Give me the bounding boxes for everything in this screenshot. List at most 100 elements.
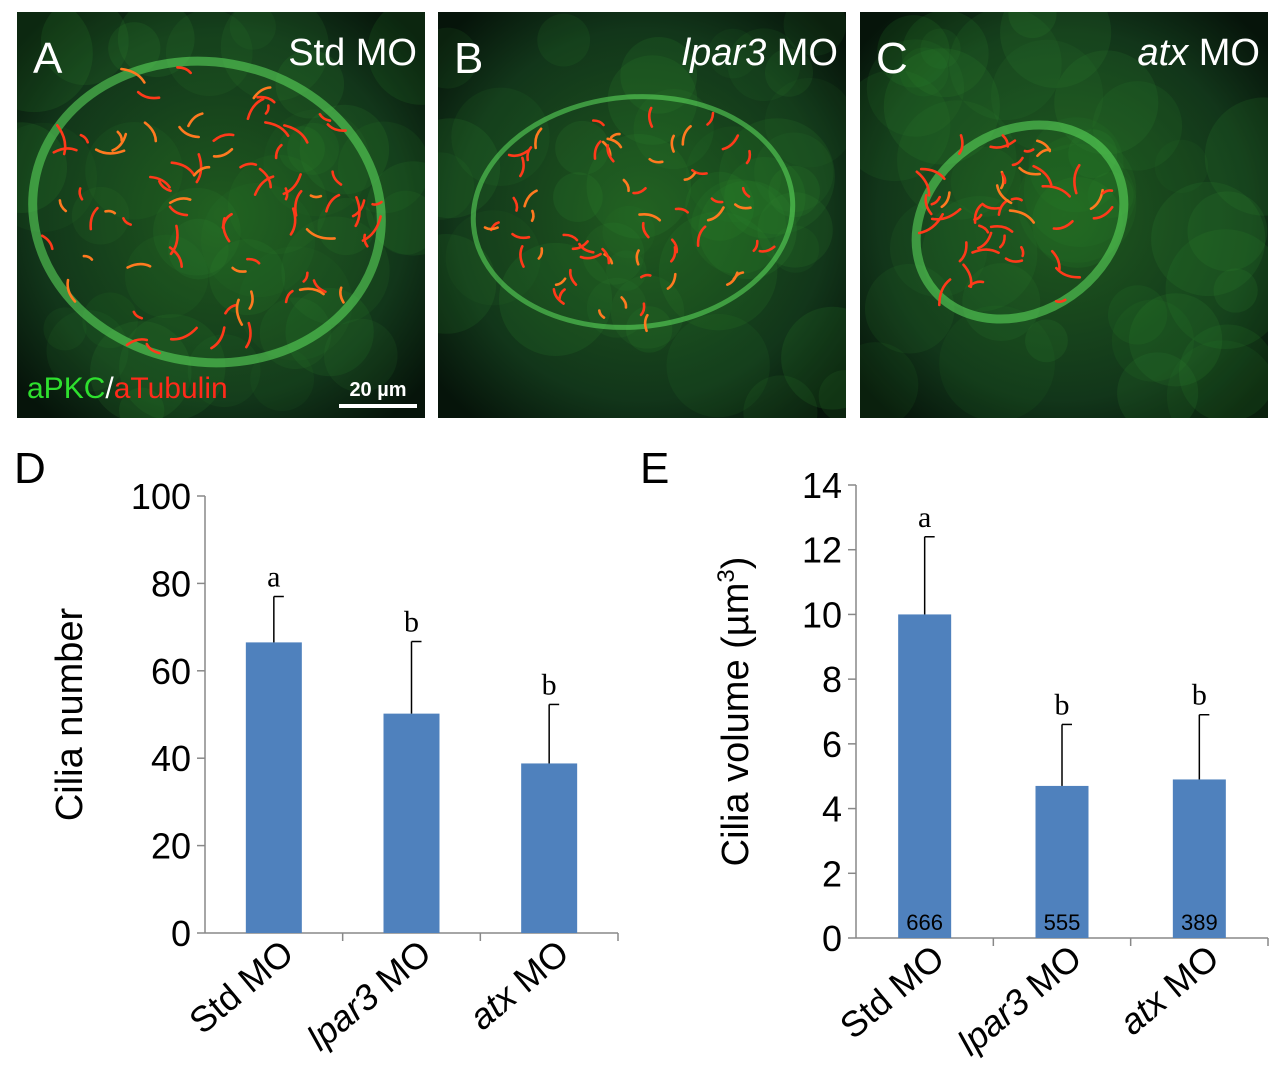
tissue-blob [43,307,87,351]
cilium [638,213,662,222]
tissue-blob [610,275,685,349]
cilium [601,247,611,265]
tissue-blob [724,156,806,239]
chart-e-bar [1172,779,1226,938]
tissue-blob [1008,12,1057,39]
cilium [758,245,776,253]
tissue-blob [165,12,253,97]
cilium [578,242,595,254]
panel-title-b-gene: lpar3 [681,32,767,74]
tissue-blob [1117,352,1199,418]
cilium [1004,257,1024,263]
cilium [246,257,261,265]
cilium [132,310,144,320]
tissue-blob [553,172,603,222]
micrograph-image-a [17,12,425,418]
cilium [606,137,623,149]
cilium [235,298,244,326]
cilium [212,133,235,142]
cilium [930,207,962,221]
tissue-blob [1107,285,1168,345]
chart-e-y-tick-label: 14 [802,465,842,506]
cilium [256,95,276,104]
cilium [519,245,525,268]
cilium [571,240,589,251]
tissue-blob [685,126,782,223]
tissue-blob [939,305,1055,418]
cilium [78,187,84,201]
cilium [519,156,525,178]
cilium [674,207,689,214]
chart-d-bar [383,713,440,933]
cilium [635,249,640,266]
tissue-blob [1017,143,1137,263]
tissue-blob [555,120,610,176]
tissue-blob [1028,117,1124,213]
cilium [609,132,621,139]
cilium [745,149,752,165]
chart-e-significance-label: b [1055,688,1070,721]
cilium [149,175,171,189]
tissue-blob [607,55,698,145]
chart-e-y-tick-label: 4 [822,789,842,830]
cilium [1011,156,1024,167]
tissue-blob [920,28,961,69]
tissue-blob [883,48,1000,165]
cilium [176,66,192,75]
cilium [917,213,944,235]
tissue-blob [899,47,949,97]
tissue-blob [586,277,647,338]
cilium [989,139,1017,149]
tissue-blob [168,218,229,280]
cilium [593,140,602,160]
cilium [706,111,715,126]
cilium [294,189,303,217]
vesicle-outline [911,120,1129,324]
cilium [264,104,270,115]
cilium [620,296,628,309]
cilium [523,189,538,208]
chart-d-y-label: Cilia number [49,608,91,822]
cilium [598,309,606,319]
tissue-blob [685,171,755,241]
tissue-blob [708,28,758,79]
cilium [670,134,675,153]
chart-e-significance-label: b [1192,679,1207,712]
stain-legend-red: aTubulin [113,372,228,405]
cilium [122,217,132,226]
cilium [666,272,677,290]
tissue-blob [438,152,475,220]
tissue-background [860,12,1268,418]
cilium [284,289,294,304]
cilium [187,112,204,128]
cilium [978,224,990,234]
tissue-blob [499,242,613,356]
tissue-blob [921,196,1038,312]
tissue-blob [209,239,286,316]
tissue-blob [860,342,919,418]
chart-e-bar-count-label: 666 [906,910,943,935]
cilium [973,203,983,224]
tissue-blob [1204,97,1268,216]
cilium [915,170,931,197]
tissue-blob [625,306,673,353]
chart-d-y-tick-label: 60 [151,651,191,692]
tissue-blob [1025,319,1068,363]
chart-label-e: E [640,444,670,493]
cilium [568,268,578,286]
cilium [298,287,325,296]
tissue-blob [582,222,645,285]
cilium [170,161,196,177]
cilium [971,248,1000,255]
cilium [639,302,646,317]
tissue-blob [818,370,846,418]
cilium [1001,134,1010,148]
panel-title-c: atx MO [1138,32,1260,75]
cilium [643,313,649,333]
cilium [1052,220,1074,230]
tissue-blob [71,186,130,245]
cilium [512,196,519,212]
cilium [734,203,752,210]
tissue-blob [718,118,835,235]
